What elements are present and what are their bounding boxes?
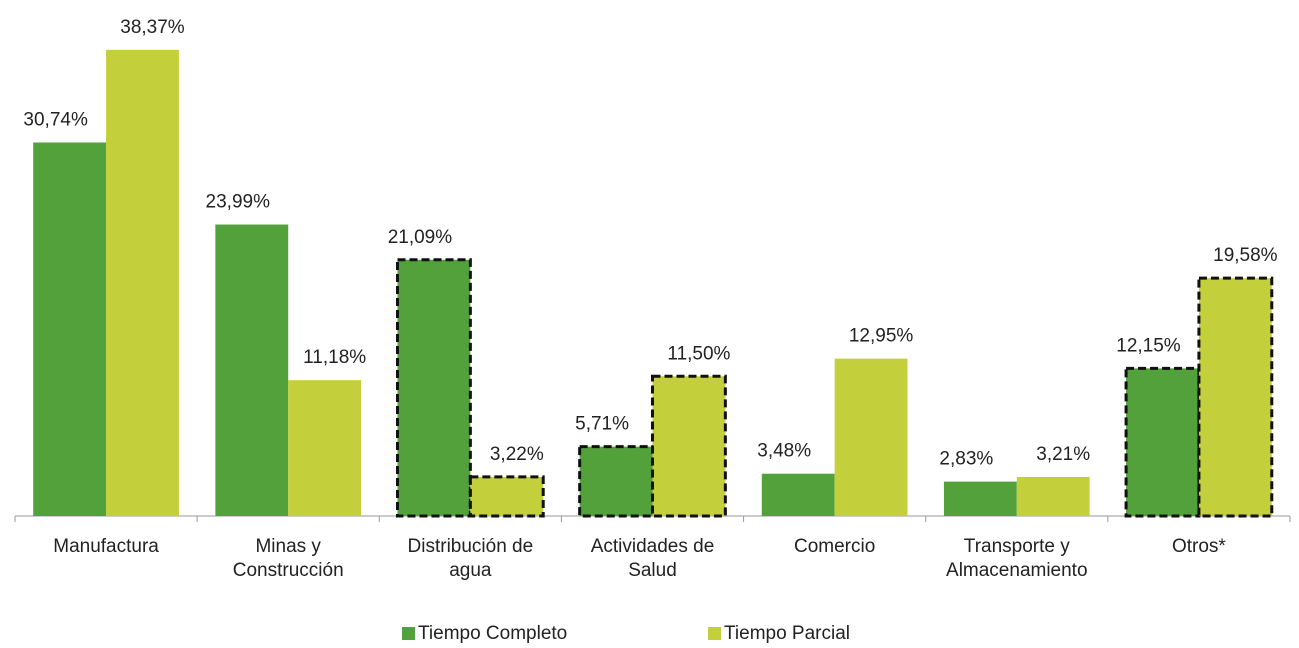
bar bbox=[468, 475, 545, 518]
value-label: 30,74% bbox=[23, 110, 88, 131]
value-label: 19,58% bbox=[1213, 245, 1278, 266]
bar bbox=[33, 142, 107, 516]
bar bbox=[1016, 476, 1090, 516]
x-tick-label: Otros* bbox=[1172, 536, 1226, 557]
bar bbox=[215, 224, 289, 517]
bar bbox=[761, 473, 835, 516]
bar bbox=[1197, 276, 1274, 518]
value-label: 3,48% bbox=[757, 441, 811, 462]
value-label: 12,15% bbox=[1116, 335, 1181, 356]
value-label: 11,50% bbox=[667, 343, 730, 364]
bar bbox=[834, 358, 908, 516]
value-label: 11,18% bbox=[303, 347, 366, 368]
legend-label: Tiempo Parcial bbox=[724, 623, 850, 644]
value-label: 12,95% bbox=[849, 326, 914, 347]
value-label: 21,09% bbox=[388, 227, 453, 248]
bar bbox=[578, 445, 655, 518]
bar bbox=[943, 481, 1017, 516]
x-tick-label: Manufactura bbox=[53, 536, 159, 557]
value-label: 2,83% bbox=[939, 449, 993, 470]
bar bbox=[106, 49, 179, 516]
bar bbox=[396, 258, 472, 518]
bar bbox=[651, 374, 727, 518]
bar bbox=[1124, 366, 1201, 518]
x-tick-label: Minas y Construcción bbox=[233, 536, 344, 581]
legend-label: Tiempo Completo bbox=[418, 623, 567, 644]
legend-swatch bbox=[708, 627, 721, 640]
bar bbox=[288, 380, 362, 516]
value-label: 3,21% bbox=[1036, 444, 1090, 465]
legend-swatch bbox=[402, 627, 415, 640]
value-label: 5,71% bbox=[575, 414, 629, 435]
x-tick-label: Comercio bbox=[794, 536, 875, 557]
value-label: 3,22% bbox=[490, 444, 544, 465]
value-label: 38,37% bbox=[120, 17, 185, 38]
value-label: 23,99% bbox=[206, 192, 271, 213]
x-tick-label: Actividades de Salud bbox=[591, 536, 715, 581]
x-tick-label: Transporte y Almacenamiento bbox=[946, 536, 1088, 581]
x-tick-label: Distribución de agua bbox=[408, 536, 534, 581]
